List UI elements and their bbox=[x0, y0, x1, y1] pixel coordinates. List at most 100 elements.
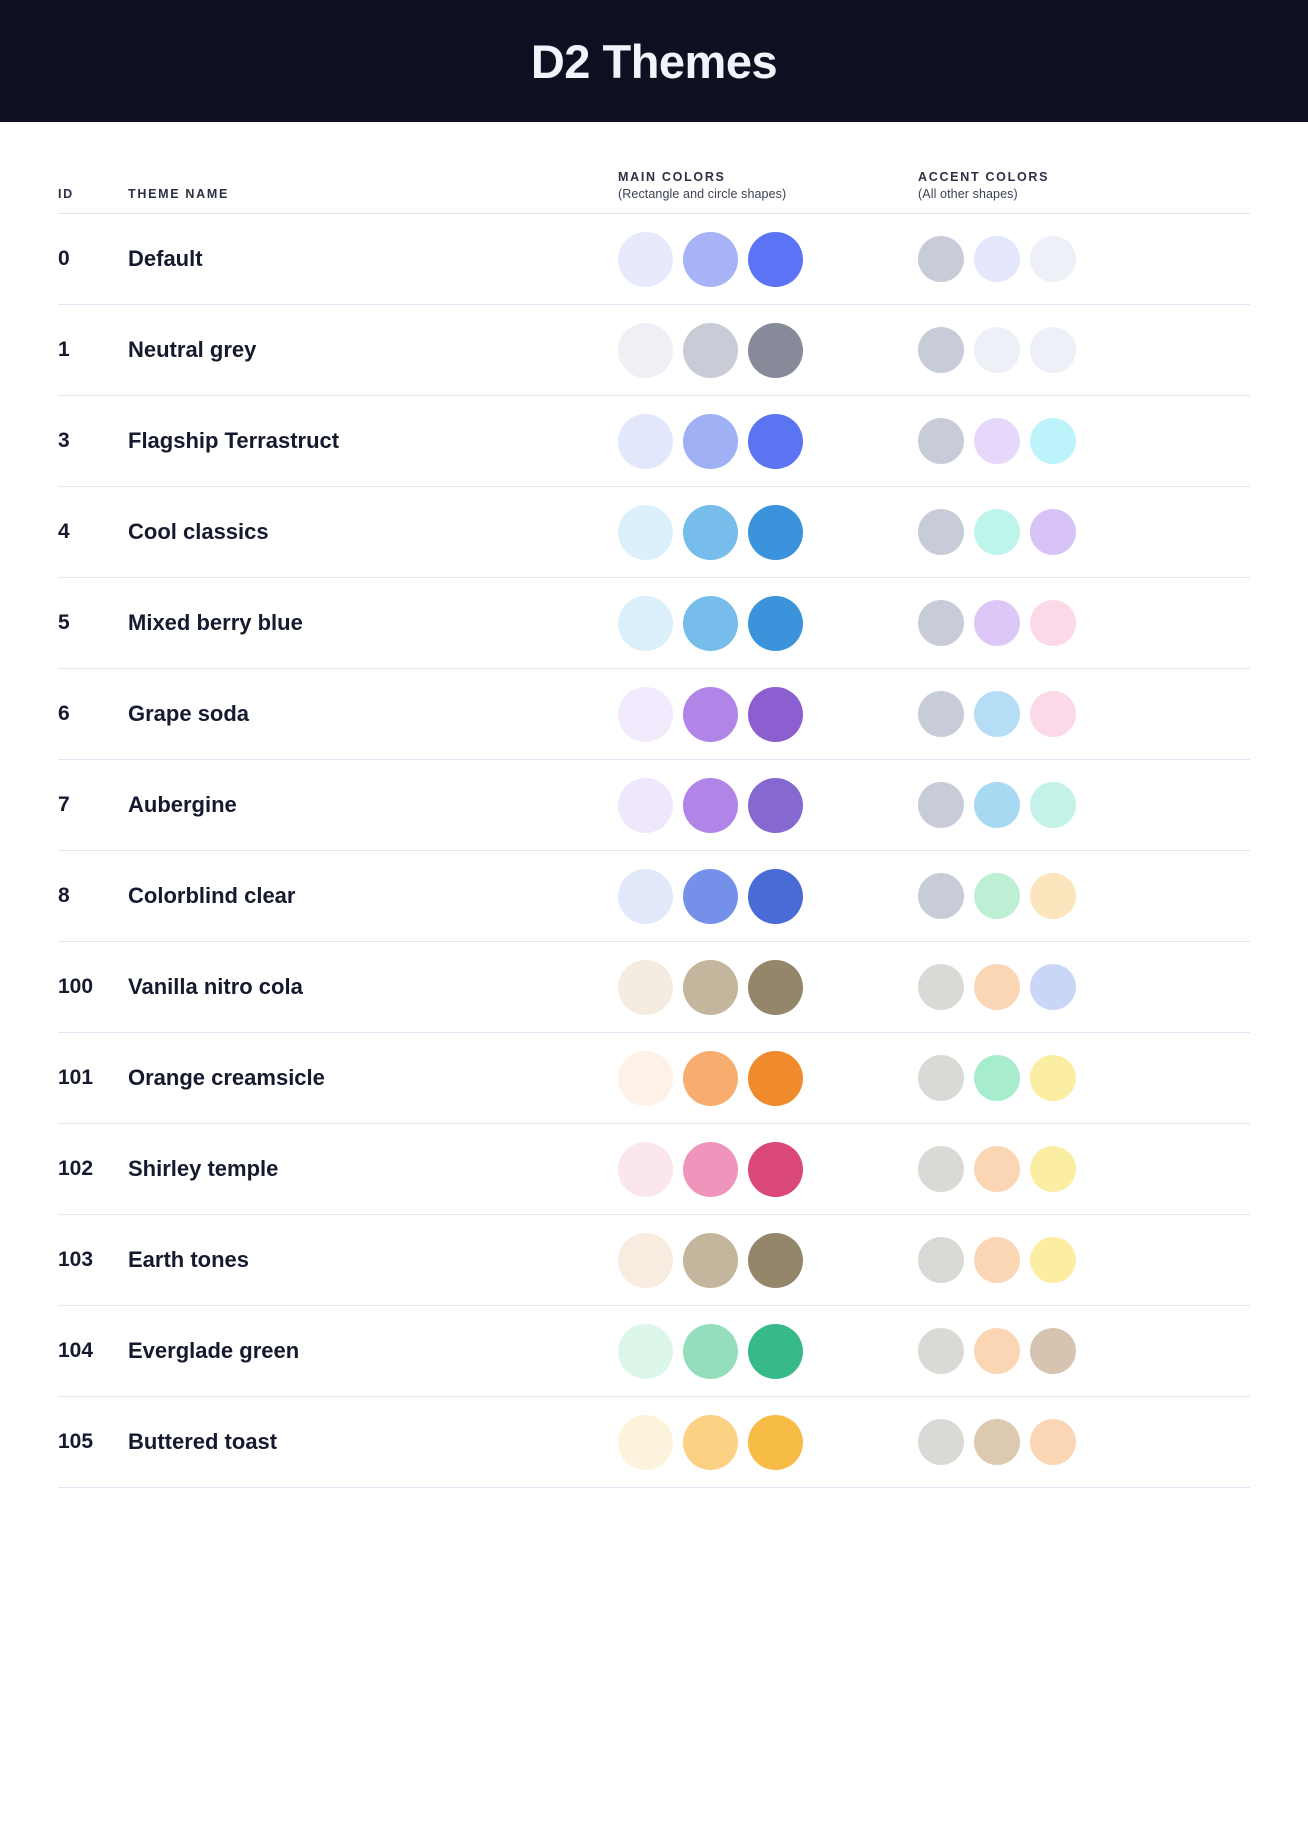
header-sublabel-accent-colors: (All other shapes) bbox=[918, 187, 1018, 201]
main-color-swatch bbox=[683, 322, 738, 378]
accent-color-swatch bbox=[1030, 873, 1076, 919]
table-row[interactable]: 105 Buttered toast bbox=[58, 1397, 1250, 1488]
accent-color-swatch bbox=[974, 327, 1020, 373]
accent-color-swatch bbox=[974, 418, 1020, 464]
header-cell-accent-colors: ACCENT COLORS (All other shapes) bbox=[918, 170, 1150, 201]
cell-main-colors bbox=[618, 959, 918, 1015]
main-color-swatch bbox=[618, 1050, 673, 1106]
accent-color-swatch bbox=[1030, 327, 1076, 373]
cell-accent-colors bbox=[918, 1419, 1150, 1465]
accent-color-swatch bbox=[1030, 236, 1076, 282]
accent-color-swatch bbox=[918, 600, 964, 646]
accent-color-swatch bbox=[918, 782, 964, 828]
main-color-swatch bbox=[748, 595, 803, 651]
header-cell-main-colors: MAIN COLORS (Rectangle and circle shapes… bbox=[618, 170, 918, 201]
accent-color-swatch bbox=[974, 1146, 1020, 1192]
table-row[interactable]: 6 Grape soda bbox=[58, 669, 1250, 760]
cell-main-colors bbox=[618, 1232, 918, 1288]
main-color-swatch bbox=[748, 868, 803, 924]
accent-color-swatch bbox=[1030, 691, 1076, 737]
page-title: D2 Themes bbox=[530, 34, 778, 88]
cell-theme-name: Cool classics bbox=[128, 519, 269, 544]
accent-color-swatch bbox=[918, 1055, 964, 1101]
page-banner: D2 Themes bbox=[0, 0, 1308, 122]
main-color-swatch bbox=[683, 686, 738, 742]
main-color-swatch bbox=[618, 1141, 673, 1197]
main-color-swatch bbox=[618, 1232, 673, 1288]
cell-theme-id: 101 bbox=[58, 1066, 94, 1089]
cell-main-colors bbox=[618, 1414, 918, 1470]
cell-theme-name: Vanilla nitro cola bbox=[128, 974, 303, 999]
table-row[interactable]: 5 Mixed berry blue bbox=[58, 578, 1250, 669]
cell-theme-id: 6 bbox=[58, 702, 70, 725]
main-color-swatch bbox=[748, 322, 803, 378]
cell-accent-colors bbox=[918, 509, 1150, 555]
main-color-swatch bbox=[748, 413, 803, 469]
cell-theme-id: 5 bbox=[58, 611, 70, 634]
cell-accent-colors bbox=[918, 1237, 1150, 1283]
main-color-swatch bbox=[683, 777, 738, 833]
cell-accent-colors bbox=[918, 1055, 1150, 1101]
cell-theme-name: Orange creamsicle bbox=[128, 1065, 325, 1090]
cell-accent-colors bbox=[918, 964, 1150, 1010]
table-row[interactable]: 102 Shirley temple bbox=[58, 1124, 1250, 1215]
cell-theme-name: Earth tones bbox=[128, 1247, 250, 1272]
table-row[interactable]: 4 Cool classics bbox=[58, 487, 1250, 578]
accent-color-swatch bbox=[1030, 418, 1076, 464]
cell-main-colors bbox=[618, 1323, 918, 1379]
header-cell-name: THEME NAME bbox=[128, 187, 618, 201]
cell-theme-name: Flagship Terrastruct bbox=[128, 428, 340, 453]
accent-color-swatch bbox=[918, 509, 964, 555]
table-row[interactable]: 101 Orange creamsicle bbox=[58, 1033, 1250, 1124]
accent-color-swatch bbox=[1030, 509, 1076, 555]
table-row[interactable]: 100 Vanilla nitro cola bbox=[58, 942, 1250, 1033]
cell-theme-name: Default bbox=[128, 246, 203, 271]
cell-theme-name: Everglade green bbox=[128, 1338, 300, 1363]
cell-accent-colors bbox=[918, 236, 1150, 282]
table-row[interactable]: 0 Default bbox=[58, 214, 1250, 305]
cell-main-colors bbox=[618, 504, 918, 560]
accent-color-swatch bbox=[1030, 1419, 1076, 1465]
accent-color-swatch bbox=[918, 1328, 964, 1374]
cell-theme-id: 103 bbox=[58, 1248, 94, 1271]
accent-color-swatch bbox=[918, 691, 964, 737]
header-label-main-colors: MAIN COLORS bbox=[618, 170, 726, 184]
accent-color-swatch bbox=[974, 1419, 1020, 1465]
accent-color-swatch bbox=[974, 1328, 1020, 1374]
cell-theme-id: 104 bbox=[58, 1339, 94, 1362]
main-color-swatch bbox=[618, 868, 673, 924]
cell-theme-name: Aubergine bbox=[128, 792, 237, 817]
accent-color-swatch bbox=[1030, 1146, 1076, 1192]
table-row[interactable]: 1 Neutral grey bbox=[58, 305, 1250, 396]
table-row[interactable]: 3 Flagship Terrastruct bbox=[58, 396, 1250, 487]
table-row[interactable]: 103 Earth tones bbox=[58, 1215, 1250, 1306]
table-row[interactable]: 7 Aubergine bbox=[58, 760, 1250, 851]
accent-color-swatch bbox=[1030, 1055, 1076, 1101]
accent-color-swatch bbox=[974, 1237, 1020, 1283]
main-color-swatch bbox=[748, 504, 803, 560]
accent-color-swatch bbox=[1030, 964, 1076, 1010]
cell-main-colors bbox=[618, 595, 918, 651]
main-color-swatch bbox=[618, 686, 673, 742]
table-row[interactable]: 104 Everglade green bbox=[58, 1306, 1250, 1397]
main-color-swatch bbox=[748, 1414, 803, 1470]
main-color-swatch bbox=[618, 595, 673, 651]
main-color-swatch bbox=[618, 413, 673, 469]
main-color-swatch bbox=[683, 1323, 738, 1379]
accent-color-swatch bbox=[974, 509, 1020, 555]
main-color-swatch bbox=[618, 504, 673, 560]
main-color-swatch bbox=[683, 1050, 738, 1106]
header-label-accent-colors: ACCENT COLORS bbox=[918, 170, 1050, 184]
cell-theme-id: 0 bbox=[58, 247, 70, 270]
accent-color-swatch bbox=[918, 1146, 964, 1192]
main-color-swatch bbox=[683, 868, 738, 924]
cell-main-colors bbox=[618, 686, 918, 742]
cell-theme-id: 1 bbox=[58, 338, 70, 361]
main-color-swatch bbox=[683, 1141, 738, 1197]
header-label-name: THEME NAME bbox=[128, 187, 230, 201]
table-row[interactable]: 8 Colorblind clear bbox=[58, 851, 1250, 942]
accent-color-swatch bbox=[1030, 1237, 1076, 1283]
cell-main-colors bbox=[618, 777, 918, 833]
cell-accent-colors bbox=[918, 782, 1150, 828]
cell-theme-name: Buttered toast bbox=[128, 1429, 278, 1454]
